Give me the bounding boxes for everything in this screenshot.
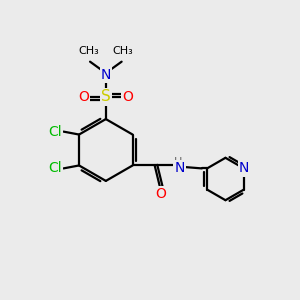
Text: O: O <box>78 90 89 104</box>
Text: N: N <box>175 161 185 176</box>
Text: N: N <box>238 161 249 176</box>
Text: S: S <box>101 89 111 104</box>
Text: CH₃: CH₃ <box>78 46 99 56</box>
Text: Cl: Cl <box>49 161 62 176</box>
Text: H: H <box>174 157 182 167</box>
Text: Cl: Cl <box>49 124 62 139</box>
Text: N: N <box>100 68 111 82</box>
Text: O: O <box>155 187 166 201</box>
Text: O: O <box>122 90 134 104</box>
Text: CH₃: CH₃ <box>113 46 134 56</box>
